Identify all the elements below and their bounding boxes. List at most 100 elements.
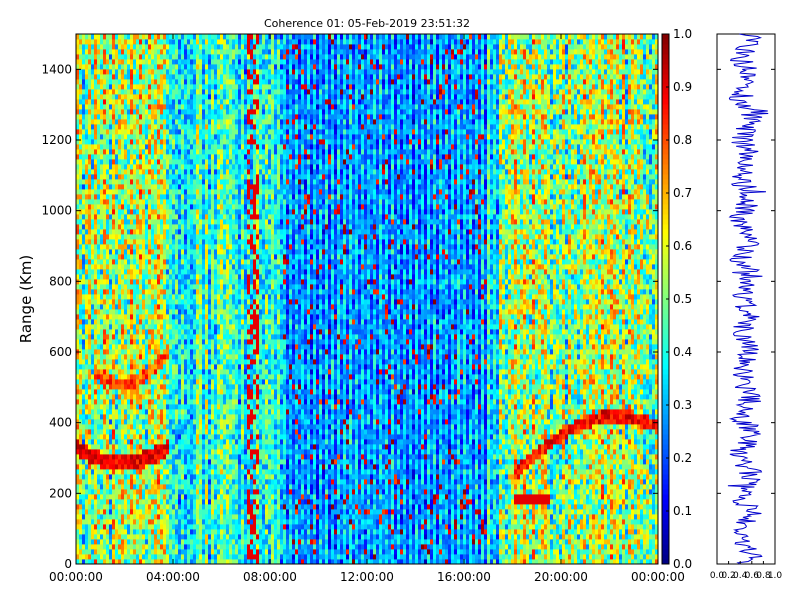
- heatmap-cell: [133, 174, 137, 180]
- heatmap-cell: [130, 229, 134, 235]
- heatmap-cell: [208, 524, 212, 530]
- heatmap-cell: [79, 334, 83, 340]
- heatmap-cell: [151, 399, 155, 405]
- heatmap-cell: [94, 329, 98, 335]
- heatmap-cell: [193, 334, 197, 340]
- heatmap-cell: [79, 459, 83, 465]
- heatmap-cell: [91, 539, 95, 545]
- heatmap-cell: [154, 529, 158, 535]
- heatmap-cell: [214, 49, 218, 55]
- heatmap-cell: [148, 299, 152, 305]
- heatmap-cell: [100, 139, 104, 145]
- heatmap-cell: [181, 134, 185, 140]
- heatmap-cell: [163, 434, 167, 440]
- heatmap-cell: [121, 109, 125, 115]
- heatmap-cell: [163, 554, 167, 560]
- heatmap-cell: [97, 529, 101, 535]
- heatmap-cell: [166, 309, 170, 315]
- heatmap-cell: [136, 264, 140, 270]
- heatmap-cell: [79, 219, 83, 225]
- heatmap-cell: [199, 334, 203, 340]
- heatmap-cell: [163, 214, 167, 220]
- heatmap-cell: [112, 249, 116, 255]
- heatmap-cell: [76, 164, 80, 170]
- heatmap-cell: [196, 464, 200, 470]
- heatmap-cell: [157, 244, 161, 250]
- heatmap-cell: [121, 344, 125, 350]
- heatmap-cell: [199, 184, 203, 190]
- heatmap-cell: [88, 484, 92, 490]
- heatmap-cell: [124, 289, 128, 295]
- heatmap-cell: [100, 114, 104, 120]
- heatmap-cell: [103, 69, 107, 75]
- heatmap-cell: [214, 104, 218, 110]
- heatmap-cell: [196, 309, 200, 315]
- heatmap-cell: [127, 209, 131, 215]
- heatmap-cell: [145, 439, 149, 445]
- heatmap-cell: [190, 149, 194, 155]
- heatmap-cell: [160, 279, 164, 285]
- heatmap-cell: [124, 204, 128, 210]
- heatmap-cell: [196, 89, 200, 95]
- heatmap-cell: [193, 519, 197, 525]
- heatmap-cell: [193, 459, 197, 465]
- heatmap-cell: [151, 214, 155, 220]
- heatmap-cell: [121, 469, 125, 475]
- heatmap-cell: [157, 324, 161, 330]
- heatmap-cell: [208, 444, 212, 450]
- heatmap-cell: [154, 164, 158, 170]
- heatmap-cell: [112, 409, 116, 415]
- heatmap-cell: [91, 504, 95, 510]
- heatmap-cell: [151, 119, 155, 125]
- heatmap-cell: [163, 249, 167, 255]
- heatmap-cell: [157, 69, 161, 75]
- heatmap-cell: [133, 444, 137, 450]
- heatmap-cell: [88, 349, 92, 355]
- heatmap-cell: [103, 274, 107, 280]
- heatmap-cell: [97, 439, 101, 445]
- heatmap-cell: [208, 109, 212, 115]
- heatmap-cell: [100, 264, 104, 270]
- heatmap-cell: [136, 314, 140, 320]
- heatmap-cell: [166, 204, 170, 210]
- heatmap-cell: [82, 404, 86, 410]
- heatmap-cell: [175, 519, 179, 525]
- heatmap-cell: [196, 514, 200, 520]
- heatmap-cell: [115, 229, 119, 235]
- heatmap-cell: [121, 289, 125, 295]
- heatmap-cell: [202, 129, 206, 135]
- heatmap-cell: [118, 469, 122, 475]
- heatmap-cell: [91, 239, 95, 245]
- heatmap-cell: [154, 179, 158, 185]
- heatmap-cell: [133, 164, 137, 170]
- heatmap-cell: [109, 134, 113, 140]
- heatmap-cell: [211, 259, 215, 265]
- heatmap-cell: [112, 119, 116, 125]
- heatmap-cell: [94, 524, 98, 530]
- heatmap-cell: [109, 94, 113, 100]
- heatmap-cell: [175, 39, 179, 45]
- heatmap-cell: [130, 109, 134, 115]
- heatmap-cell: [181, 169, 185, 175]
- heatmap-cell: [82, 449, 86, 455]
- heatmap-cell: [136, 249, 140, 255]
- heatmap-cell: [196, 199, 200, 205]
- heatmap-cell: [157, 284, 161, 290]
- heatmap-cell: [196, 284, 200, 290]
- heatmap-cell: [187, 244, 191, 250]
- heatmap-cell: [97, 194, 101, 200]
- heatmap-cell: [79, 204, 83, 210]
- heatmap-cell: [130, 449, 134, 455]
- heatmap-cell: [193, 94, 197, 100]
- heatmap-cell: [121, 189, 125, 195]
- heatmap-cell: [91, 64, 95, 70]
- heatmap-cell: [172, 354, 176, 360]
- heatmap-cell: [112, 129, 116, 135]
- heatmap-cell: [178, 364, 182, 370]
- heatmap-cell: [181, 149, 185, 155]
- heatmap-cell: [166, 144, 170, 150]
- heatmap-cell: [88, 444, 92, 450]
- heatmap-cell: [169, 189, 173, 195]
- heatmap-cell: [121, 534, 125, 540]
- heatmap-cell: [97, 429, 101, 435]
